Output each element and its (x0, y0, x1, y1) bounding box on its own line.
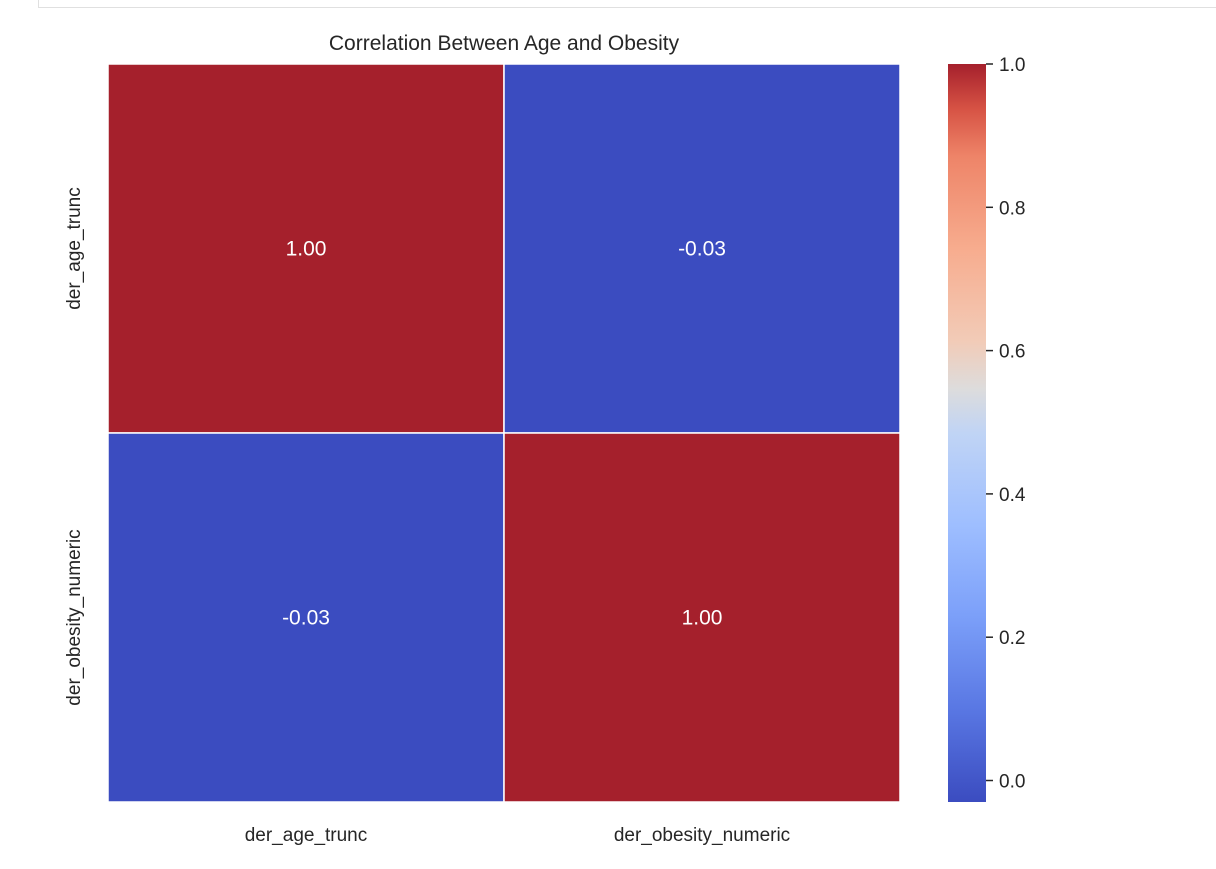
colorbar-tick-label: 1.0 (999, 55, 1025, 76)
chart-title: Correlation Between Age and Obesity (329, 32, 680, 55)
colorbar-tick-label: 0.6 (999, 342, 1025, 363)
heatmap-cell (503, 63, 901, 434)
y-tick-labels: der_age_trunc der_obesity_numeric (64, 187, 85, 705)
y-tick-label: der_age_trunc (64, 187, 85, 310)
heatmap-cell (503, 432, 901, 803)
colorbar-ticks: 0.0 0.2 0.4 0.6 0.8 1.0 (986, 55, 1026, 793)
colorbar-tick-label: 0.4 (999, 485, 1026, 506)
y-tick-label: der_obesity_numeric (64, 529, 85, 705)
heatmap-cell (107, 432, 505, 803)
x-tick-label: der_obesity_numeric (614, 825, 790, 846)
cell-annotation: 1.00 (286, 238, 327, 261)
x-tick-labels: der_age_trunc der_obesity_numeric (245, 825, 790, 846)
colorbar-tick-label: 0.8 (999, 198, 1025, 219)
cell-annotation: -0.03 (678, 238, 726, 261)
colorbar-tick-label: 0.0 (999, 772, 1025, 793)
heatmap-annotations: 1.00 -0.03 -0.03 1.00 (282, 238, 726, 630)
heatmap-cells (107, 63, 901, 803)
x-tick-label: der_age_trunc (245, 825, 368, 846)
heatmap-cell (107, 63, 505, 434)
colorbar-tick-label: 0.2 (999, 628, 1025, 649)
cell-annotation: 1.00 (682, 607, 723, 630)
colorbar (948, 64, 986, 802)
cell-annotation: -0.03 (282, 607, 330, 630)
notebook-cell-border (38, 0, 1216, 8)
